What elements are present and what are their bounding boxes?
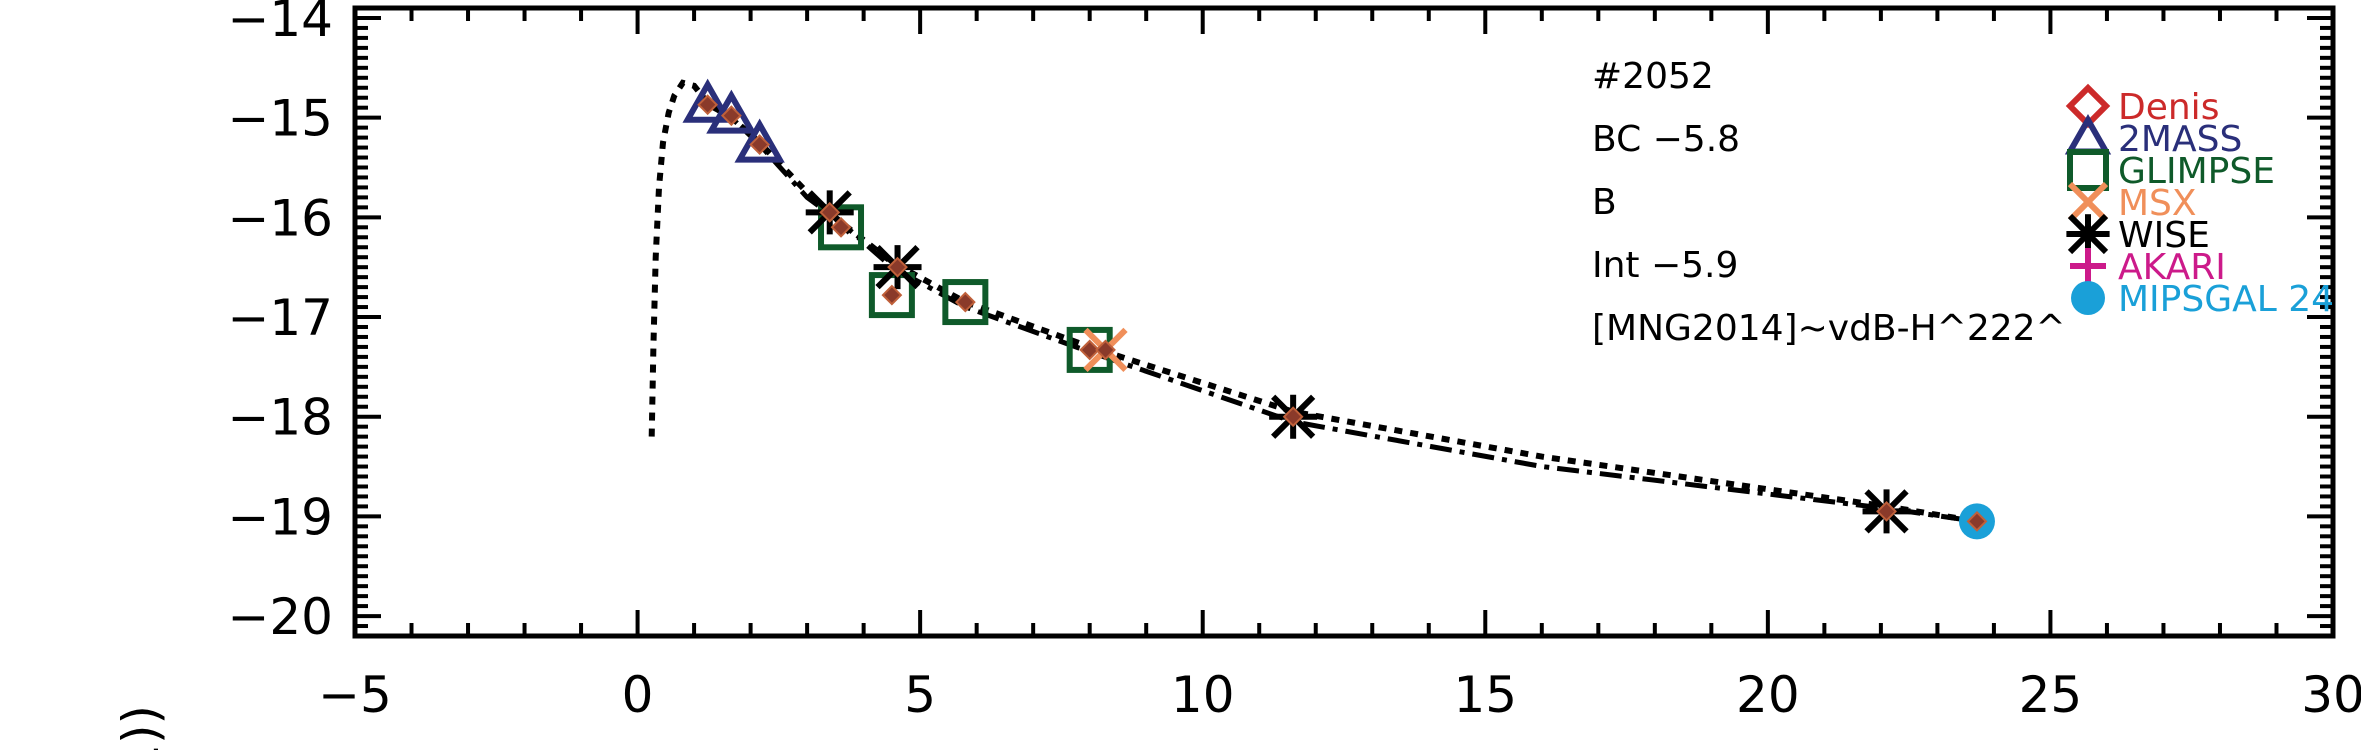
- legend-marker-2mass: [2064, 113, 2112, 155]
- y-axis-title: log10(Fl (W cm−2 um−1)): [112, 705, 170, 750]
- legend-label-wise: WISE: [2118, 215, 2210, 256]
- model-point: [720, 105, 742, 127]
- x-tick-label: 5: [904, 666, 936, 724]
- x-tick-label: 15: [1453, 666, 1517, 724]
- model-point: [1876, 500, 1897, 522]
- annotation-line: [MNG2014]~vdB-H^222^: [1592, 308, 2066, 349]
- data-point-glimpse: [818, 204, 865, 251]
- annotation-line: BC −5.8: [1592, 119, 1740, 160]
- y-tick-label: −15: [227, 90, 333, 148]
- annotation-line: B: [1592, 182, 1617, 223]
- legend-marker-akari: [2070, 248, 2106, 284]
- legend-marker-msx: [2067, 181, 2109, 223]
- model-point: [881, 284, 903, 306]
- model-point: [1095, 339, 1116, 361]
- model-point: [887, 256, 908, 278]
- y-tick-label: −18: [227, 389, 333, 447]
- y-tick-label: −14: [227, 0, 333, 48]
- x-tick-label: −5: [318, 666, 392, 724]
- model-point: [819, 201, 841, 223]
- model-point: [1966, 510, 1988, 532]
- y-tick-label: −16: [227, 189, 333, 247]
- x-tick-label: 10: [1171, 666, 1235, 724]
- legend-marker-glimpse: [2067, 149, 2109, 191]
- annotation-line: #2052: [1592, 56, 1714, 97]
- legend-label-mipsgal-24: MIPSGAL 24: [2118, 279, 2334, 320]
- model-point: [697, 94, 719, 116]
- y-tick-label: −20: [227, 588, 333, 646]
- legend-label-msx: MSX: [2118, 183, 2197, 224]
- legend-marker-mipsgal-24: [2071, 281, 2105, 315]
- data-point-2mass: [734, 118, 785, 163]
- model-point: [954, 291, 976, 313]
- data-point-2mass: [682, 78, 733, 123]
- legend-marker-msx-stroke: [2067, 181, 2109, 223]
- x-tick-label: 25: [2019, 666, 2083, 724]
- y-tick-label: −19: [227, 488, 333, 546]
- blackbody-curve: [648, 79, 1978, 525]
- x-tick-label: 30: [2301, 666, 2361, 724]
- legend-label-denis: Denis: [2118, 87, 2219, 128]
- model-point: [1079, 339, 1101, 361]
- annotation-line: Int −5.9: [1592, 245, 1738, 286]
- annotation-layer: #2052 BC −5.8 B Int −5.9 [MNG2014]~vdB-H^222…: [1592, 56, 2066, 349]
- axes-layer: −5 0 5 10 15 20 25 30 −20 −19 −18 −17 −16 −15 −14 log10…: [112, 0, 2361, 750]
- data-point-2mass: [706, 89, 757, 134]
- legend-label-akari: AKARI: [2118, 247, 2226, 288]
- x-tick-label: 0: [622, 666, 654, 724]
- model-point: [830, 216, 852, 238]
- model-point: [1282, 406, 1304, 428]
- curves-layer: [648, 79, 1978, 525]
- legend-label-2mass: 2MASS: [2118, 119, 2242, 160]
- legend-marker-wise: [2066, 213, 2110, 255]
- model-point: [749, 134, 771, 155]
- marks-layer: [682, 78, 1995, 540]
- x-tick-label: 20: [1736, 666, 1800, 724]
- data-point-glimpse: [942, 279, 989, 326]
- plot-frame: [352, 5, 2336, 639]
- y-tick-label: −17: [227, 289, 333, 347]
- legend-label-glimpse: GLIMPSE: [2118, 151, 2275, 192]
